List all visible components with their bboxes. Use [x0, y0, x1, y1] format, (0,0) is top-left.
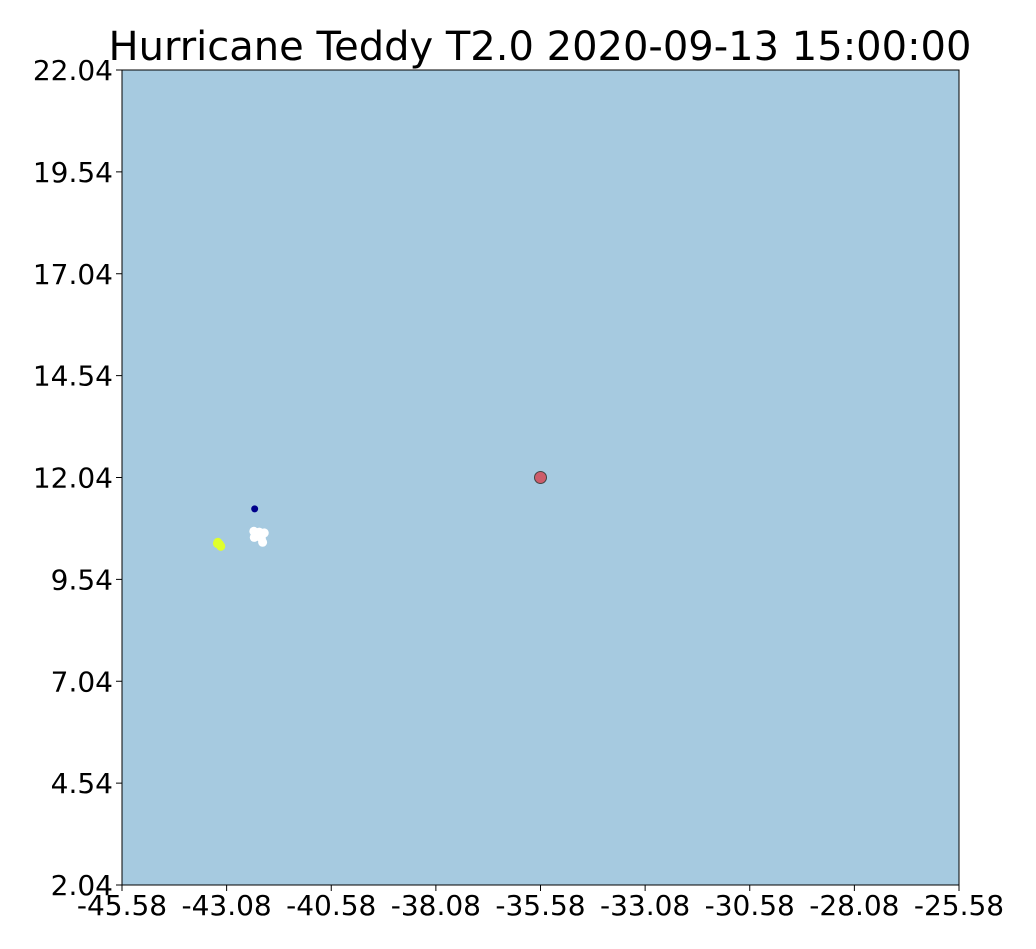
x-tick-label: -38.08	[391, 889, 481, 922]
x-tick-label: -28.08	[809, 889, 899, 922]
data-point	[251, 505, 259, 513]
y-tick-label: 14.54	[33, 360, 113, 393]
y-tick-label: 22.04	[33, 54, 113, 87]
y-tick-label: 2.04	[51, 869, 113, 902]
y-tick-label: 17.04	[33, 258, 113, 291]
x-tick-label: -25.58	[914, 889, 1004, 922]
data-point	[212, 539, 222, 549]
data-point	[255, 530, 265, 540]
storm-center-point	[534, 471, 547, 484]
x-tick-label: -30.58	[705, 889, 795, 922]
y-tick-label: 7.04	[51, 665, 113, 698]
chart-title: Hurricane Teddy T2.0 2020-09-13 15:00:00	[109, 24, 972, 70]
x-tick-label: -33.08	[600, 889, 690, 922]
y-tick-label: 4.54	[51, 767, 113, 800]
y-tick-label: 12.04	[33, 462, 113, 495]
x-tick-label: -40.58	[286, 889, 376, 922]
y-tick-label: 9.54	[51, 563, 113, 596]
x-axis: -45.58 -43.08 -40.58 -38.08 -35.58 -33.08 -30.…	[77, 885, 1004, 922]
x-tick-label: -43.08	[181, 889, 271, 922]
data-point	[258, 537, 268, 547]
data-points	[212, 471, 547, 551]
y-axis: 2.04 4.54 7.04 9.54 12.04 14.54 17.04 19.54 22.0…	[33, 54, 122, 902]
x-tick-label: -45.58	[77, 889, 167, 922]
x-tick-label: -35.58	[495, 889, 585, 922]
y-tick-label: 19.54	[33, 156, 113, 189]
